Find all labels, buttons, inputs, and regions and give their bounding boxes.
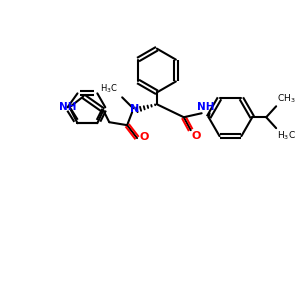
Text: CH$_3$: CH$_3$ — [277, 93, 296, 105]
Text: H$_3$C: H$_3$C — [277, 129, 296, 142]
Text: N: N — [130, 104, 140, 114]
Text: NH: NH — [197, 102, 214, 112]
Text: O: O — [192, 131, 201, 141]
Text: O: O — [139, 132, 148, 142]
Text: NH: NH — [59, 102, 76, 112]
Text: H$_3$C: H$_3$C — [100, 83, 118, 95]
